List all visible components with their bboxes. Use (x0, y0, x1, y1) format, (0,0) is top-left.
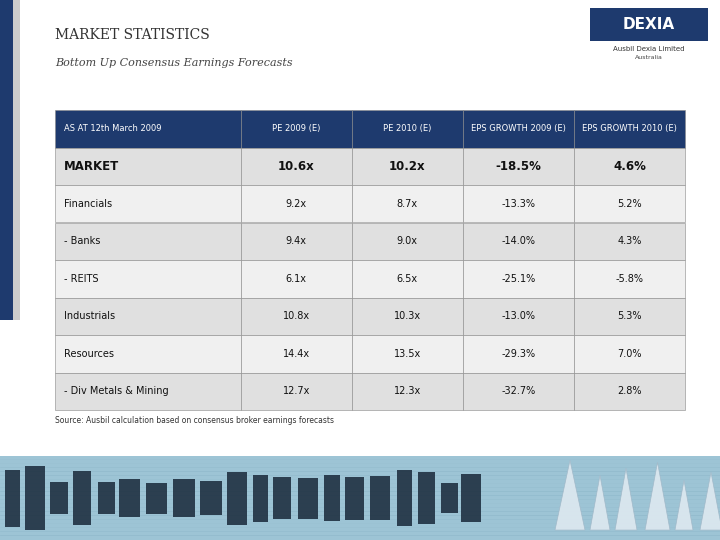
Text: 12.3x: 12.3x (394, 386, 420, 396)
Text: 5.3%: 5.3% (617, 311, 642, 321)
Text: 9.2x: 9.2x (286, 199, 307, 209)
Polygon shape (590, 475, 610, 530)
Text: 10.3x: 10.3x (394, 311, 420, 321)
Text: 13.5x: 13.5x (394, 349, 420, 359)
Bar (397, 470, 413, 526)
Bar (441, 483, 458, 513)
Text: 6.5x: 6.5x (397, 274, 418, 284)
Text: -18.5%: -18.5% (495, 160, 541, 173)
Text: MARKET: MARKET (63, 160, 119, 173)
Text: 10.6x: 10.6x (278, 160, 315, 173)
Text: Source: Ausbil calculation based on consensus broker earnings forecasts: Source: Ausbil calculation based on cons… (55, 416, 334, 426)
Text: Industrials: Industrials (63, 311, 114, 321)
Bar (253, 475, 269, 522)
Bar (228, 471, 248, 525)
Text: 10.2x: 10.2x (389, 160, 426, 173)
Text: EPS GROWTH 2010 (E): EPS GROWTH 2010 (E) (582, 124, 677, 133)
Bar (462, 474, 481, 522)
Bar (200, 481, 222, 515)
Bar (345, 477, 364, 519)
Polygon shape (645, 462, 670, 530)
Text: - Div Metals & Mining: - Div Metals & Mining (63, 386, 168, 396)
Bar (418, 472, 435, 524)
Text: 9.0x: 9.0x (397, 237, 418, 246)
Text: -14.0%: -14.0% (501, 237, 536, 246)
Bar (73, 471, 91, 525)
Bar (324, 475, 341, 521)
Polygon shape (675, 480, 693, 530)
Text: Resources: Resources (63, 349, 114, 359)
Bar (370, 476, 390, 521)
Bar (273, 477, 291, 519)
Text: AS AT 12th March 2009: AS AT 12th March 2009 (63, 124, 161, 133)
Bar (24, 466, 45, 530)
Text: PE 2010 (E): PE 2010 (E) (383, 124, 431, 133)
Text: PE 2009 (E): PE 2009 (E) (272, 124, 320, 133)
Text: 8.7x: 8.7x (397, 199, 418, 209)
Text: -13.0%: -13.0% (501, 311, 536, 321)
Bar (145, 483, 167, 514)
Text: - Banks: - Banks (63, 237, 100, 246)
Polygon shape (555, 460, 585, 530)
Polygon shape (700, 472, 720, 530)
Text: -5.8%: -5.8% (616, 274, 644, 284)
Text: 10.8x: 10.8x (283, 311, 310, 321)
Text: Ausbil Dexia Limited: Ausbil Dexia Limited (613, 46, 685, 52)
Text: - REITS: - REITS (63, 274, 98, 284)
Text: Financials: Financials (63, 199, 112, 209)
Text: 14.4x: 14.4x (283, 349, 310, 359)
Text: -29.3%: -29.3% (501, 349, 536, 359)
Text: EPS GROWTH 2009 (E): EPS GROWTH 2009 (E) (471, 124, 566, 133)
Text: DEXIA: DEXIA (623, 17, 675, 32)
Bar (98, 482, 114, 514)
Text: 12.7x: 12.7x (283, 386, 310, 396)
Text: 4.6%: 4.6% (613, 160, 646, 173)
Text: MARKET STATISTICS: MARKET STATISTICS (55, 28, 210, 42)
Text: -13.3%: -13.3% (501, 199, 536, 209)
Bar (119, 480, 140, 517)
Text: 4.3%: 4.3% (617, 237, 642, 246)
Text: -25.1%: -25.1% (501, 274, 536, 284)
Bar (50, 482, 68, 515)
Text: Australia: Australia (635, 55, 663, 60)
Polygon shape (615, 468, 637, 530)
Text: 5.2%: 5.2% (617, 199, 642, 209)
Text: 2.8%: 2.8% (617, 386, 642, 396)
Bar (173, 479, 194, 517)
Text: 7.0%: 7.0% (617, 349, 642, 359)
Bar (298, 478, 318, 518)
Text: Bottom Up Consensus Earnings Forecasts: Bottom Up Consensus Earnings Forecasts (55, 58, 292, 68)
Bar (5, 470, 19, 526)
Text: 9.4x: 9.4x (286, 237, 307, 246)
Text: -32.7%: -32.7% (501, 386, 536, 396)
Text: 6.1x: 6.1x (286, 274, 307, 284)
